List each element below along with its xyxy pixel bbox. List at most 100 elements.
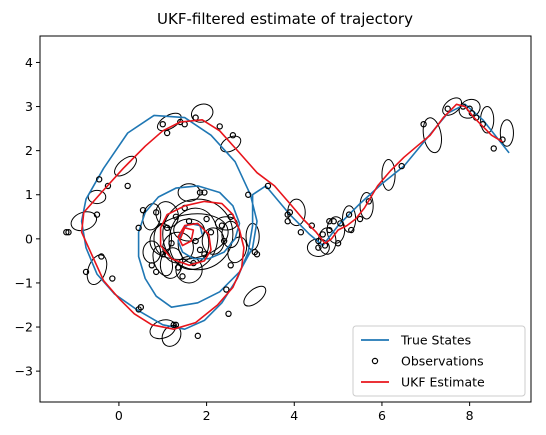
legend-label: Observations xyxy=(401,354,484,369)
covariance-ellipse xyxy=(114,155,137,177)
covariance-ellipse xyxy=(155,201,179,229)
observation-point xyxy=(216,123,223,130)
legend-swatch xyxy=(371,357,379,365)
covariance-ellipse xyxy=(149,319,176,340)
observation-point xyxy=(334,240,342,247)
covariance-ellipse xyxy=(381,158,396,191)
x-tick-label: 4 xyxy=(290,408,298,423)
y-tick-label: 4 xyxy=(25,55,33,70)
observation-point xyxy=(159,251,166,258)
observation-point xyxy=(348,226,355,234)
observation-point xyxy=(315,244,322,251)
covariance-ellipse xyxy=(142,203,162,231)
observation-point xyxy=(337,220,344,227)
observation-point xyxy=(174,264,182,271)
observation-point xyxy=(163,129,171,137)
chart-title: UKF-filtered estimate of trajectory xyxy=(157,10,413,28)
axes-frame xyxy=(39,35,532,403)
x-tick-label: 6 xyxy=(378,408,386,423)
observation-point xyxy=(65,229,72,236)
observation-point xyxy=(245,191,252,198)
observation-point xyxy=(227,262,234,269)
observation-point xyxy=(172,321,180,329)
observation-point xyxy=(284,218,291,225)
observation-point xyxy=(345,211,353,218)
covariance-ellipse xyxy=(480,106,495,134)
covariance-ellipse xyxy=(161,324,182,347)
axes: 0 2 4 6 8 −3 −2 −1 0 1 2 3 4 xyxy=(15,35,532,423)
covariance-ellipse xyxy=(221,220,240,249)
observation-point xyxy=(356,215,364,223)
observation-point xyxy=(223,286,230,293)
observation-point xyxy=(220,237,228,245)
observation-point xyxy=(109,275,116,282)
observation-point xyxy=(196,189,204,196)
observation-point xyxy=(152,268,160,276)
observation-point xyxy=(98,253,105,260)
covariance-ellipse xyxy=(243,285,267,307)
observation-point xyxy=(152,209,160,216)
legend-label: UKF Estimate xyxy=(401,375,485,390)
observation-point xyxy=(319,231,326,238)
x-tick-label: 8 xyxy=(466,408,474,423)
observation-point xyxy=(398,162,405,170)
covariance-ellipse xyxy=(177,183,201,202)
observation-point xyxy=(444,105,451,112)
observation-point xyxy=(201,189,208,196)
y-tick-label: 1 xyxy=(25,187,33,202)
y-tick-label: −2 xyxy=(15,320,33,335)
covariance-ellipse xyxy=(422,117,443,154)
observation-point xyxy=(137,303,145,311)
observation-point xyxy=(170,321,177,329)
observation-point xyxy=(194,332,202,340)
legend: True States Observations UKF Estimate xyxy=(352,325,526,397)
observation-point xyxy=(286,209,294,216)
observation-point xyxy=(330,218,337,225)
observation-point xyxy=(207,229,215,236)
covariance-ellipse xyxy=(159,247,184,279)
y-tick-label: −1 xyxy=(15,275,33,290)
observation-point xyxy=(63,229,70,236)
observation-point xyxy=(82,268,90,276)
observation-point xyxy=(192,237,199,245)
observation-point xyxy=(218,222,226,229)
observation-point xyxy=(95,176,103,183)
observation-point xyxy=(196,246,204,254)
x-tick-label: 2 xyxy=(203,408,211,423)
ukf-estimate-line xyxy=(80,103,503,331)
observation-point xyxy=(135,224,142,232)
covariance-ellipse xyxy=(442,97,463,116)
observation-point xyxy=(148,262,155,269)
observation-point xyxy=(315,237,322,245)
observation-point xyxy=(172,213,180,220)
plot-area xyxy=(63,97,514,347)
covariance-ellipse xyxy=(499,119,514,147)
observation-point xyxy=(185,218,193,225)
observation-point xyxy=(93,211,101,218)
observation-point xyxy=(124,182,131,190)
true-states-line xyxy=(80,103,510,331)
observation-point xyxy=(203,215,210,223)
observation-point xyxy=(264,182,272,190)
covariance-ellipse xyxy=(162,198,234,271)
observation-point xyxy=(229,132,237,139)
x-tick-label: 0 xyxy=(115,408,123,423)
observation-point xyxy=(225,310,232,318)
observation-point xyxy=(326,218,333,225)
observation-point xyxy=(253,251,261,258)
observation-point xyxy=(104,182,112,190)
observation-point xyxy=(201,251,208,258)
observation-point xyxy=(163,224,171,232)
legend-label: True States xyxy=(400,333,471,348)
covariance-ellipse xyxy=(87,189,107,205)
y-tick-label: 3 xyxy=(25,99,33,114)
observation-point xyxy=(490,145,497,152)
plot-content xyxy=(63,97,514,347)
observation-point xyxy=(159,120,166,128)
observation-point xyxy=(420,120,427,128)
covariance-ellipse xyxy=(201,227,225,255)
observation-point xyxy=(365,198,372,205)
observation-point xyxy=(179,273,186,280)
observation-point xyxy=(326,226,333,234)
